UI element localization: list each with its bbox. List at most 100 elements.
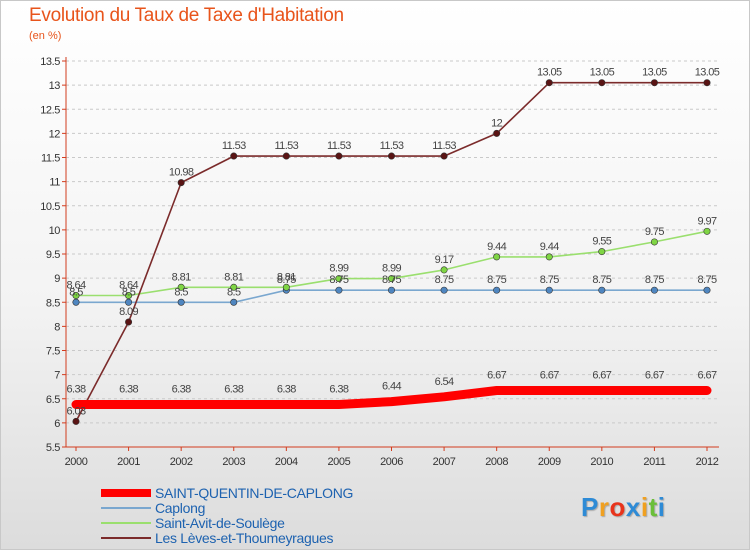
data-point-2 — [493, 253, 501, 261]
data-point-3 — [440, 152, 448, 160]
proxiti-logo: Proxiti — [581, 492, 665, 523]
data-label-2: 9.75 — [645, 226, 664, 238]
y-tick-label: 10.5 — [40, 201, 60, 213]
y-tick-label: 9.5 — [46, 249, 60, 261]
data-label-0: 6.38 — [329, 384, 348, 396]
data-point-2 — [125, 291, 133, 299]
y-tick-label: 8.5 — [46, 297, 60, 309]
x-tick-label: 2008 — [485, 456, 508, 468]
data-point-3 — [335, 152, 343, 160]
data-point-1 — [125, 298, 133, 306]
chart-unit-label: (en %) — [29, 30, 62, 42]
data-label-3: 11.53 — [222, 140, 246, 152]
y-tick-label: 13 — [49, 80, 61, 92]
data-point-3 — [598, 79, 606, 87]
data-label-1: 8.5 — [227, 286, 241, 298]
data-label-0: 6.38 — [224, 384, 243, 396]
series-line-0 — [71, 386, 712, 409]
logo-letter: P — [581, 492, 599, 522]
data-label-2: 8.81 — [224, 271, 243, 283]
data-point-1 — [440, 286, 448, 294]
data-point-3 — [125, 318, 133, 326]
data-label-1: 8.75 — [487, 274, 506, 286]
data-point-3 — [545, 79, 553, 87]
y-tick-label: 7.5 — [46, 346, 60, 358]
x-tick-label: 2000 — [65, 456, 88, 468]
data-point-3 — [703, 79, 711, 87]
y-tick-label: 9 — [54, 273, 60, 285]
data-label-2: 8.64 — [66, 279, 85, 291]
data-point-3 — [177, 179, 185, 187]
data-label-3: 13.05 — [590, 67, 615, 79]
data-label-0: 6.67 — [540, 370, 559, 382]
data-point-1 — [335, 286, 343, 294]
data-point-2 — [387, 275, 395, 283]
data-label-2: 9.55 — [592, 236, 611, 248]
data-label-0: 6.67 — [487, 370, 506, 382]
chart-title: Evolution du Taux de Taxe d'Habitation — [29, 5, 344, 26]
y-tick-label: 8 — [54, 321, 60, 333]
x-tick-label: 2003 — [222, 456, 245, 468]
logo-letter: i — [640, 492, 649, 522]
data-point-3 — [387, 152, 395, 160]
data-point-2 — [177, 283, 185, 291]
data-label-1: 8.75 — [645, 274, 664, 286]
legend-label-2: Saint-Avit-de-Soulège — [155, 515, 285, 531]
data-point-1 — [177, 298, 185, 306]
x-tick-label: 2010 — [590, 456, 613, 468]
x-tick-label: 2011 — [643, 456, 665, 468]
data-label-2: 8.81 — [172, 271, 191, 283]
data-label-2: 8.99 — [329, 263, 348, 275]
logo-letter: i — [657, 492, 666, 522]
data-label-1: 8.75 — [697, 274, 716, 286]
data-label-3: 13.05 — [642, 67, 667, 79]
data-label-2: 9.44 — [487, 241, 506, 253]
data-point-1 — [493, 286, 501, 294]
data-label-3: 11.53 — [432, 140, 456, 152]
logo-letter: x — [625, 492, 641, 522]
data-point-2 — [440, 266, 448, 274]
data-point-3 — [230, 152, 238, 160]
legend-swatch-0 — [101, 489, 151, 497]
data-point-2 — [72, 291, 80, 299]
data-label-0: 6.44 — [382, 381, 401, 393]
data-label-1: 8.75 — [435, 274, 454, 286]
data-label-0: 6.67 — [592, 370, 611, 382]
data-point-1 — [650, 286, 658, 294]
legend-swatch-3 — [101, 537, 151, 539]
legend-item-2: Saint-Avit-de-Soulège — [101, 515, 431, 531]
data-label-0: 6.54 — [435, 376, 454, 388]
data-label-3: 11.53 — [274, 140, 298, 152]
x-tick-label: 2012 — [696, 456, 719, 468]
data-point-2 — [230, 283, 238, 291]
data-point-1 — [230, 298, 238, 306]
data-point-2 — [335, 275, 343, 283]
data-point-3 — [282, 152, 290, 160]
data-label-1: 8.75 — [592, 274, 611, 286]
data-point-1 — [72, 298, 80, 306]
legend-swatch-1 — [101, 507, 151, 509]
data-label-1: 8.75 — [277, 274, 296, 286]
y-tick-label: 10 — [49, 225, 61, 237]
y-tick-label: 6 — [54, 418, 60, 430]
data-label-1: 8.5 — [122, 286, 136, 298]
data-point-2 — [282, 283, 290, 291]
data-point-2 — [650, 238, 658, 246]
legend-swatch-2 — [101, 522, 151, 524]
legend-label-0: SAINT-QUENTIN-DE-CAPLONG — [155, 485, 354, 501]
logo-letter: o — [609, 492, 626, 522]
x-tick-label: 2004 — [275, 456, 298, 468]
y-tick-label: 11 — [49, 177, 60, 189]
x-tick-label: 2005 — [327, 456, 350, 468]
x-tick-label: 2006 — [380, 456, 403, 468]
data-label-3: 13.05 — [537, 67, 562, 79]
legend-item-1: Caplong — [101, 500, 431, 516]
data-point-2 — [545, 253, 553, 261]
data-label-2: 9.17 — [435, 254, 454, 266]
y-tick-label: 5.5 — [46, 442, 60, 454]
data-label-0: 6.38 — [119, 384, 138, 396]
data-label-3: 11.53 — [327, 140, 351, 152]
y-tick-label: 13.5 — [40, 56, 60, 68]
